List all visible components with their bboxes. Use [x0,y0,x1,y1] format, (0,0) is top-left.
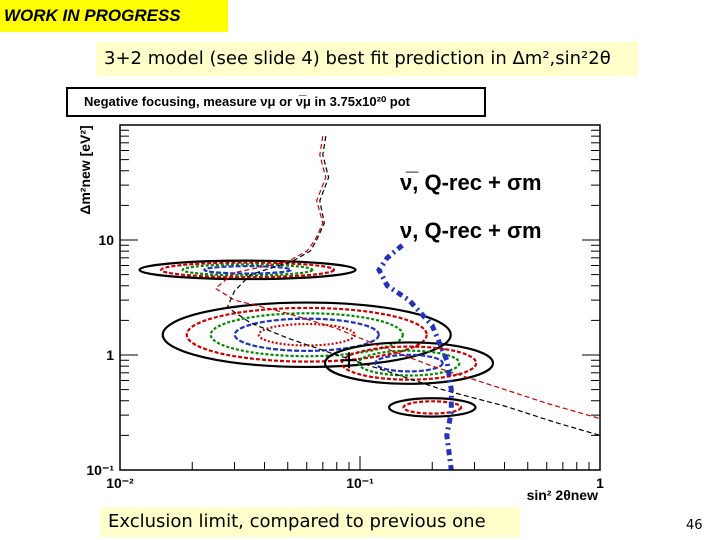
y-tick-label: 1 [106,347,114,363]
x-axis-label: sin² 2θnew [527,487,598,503]
fit-contour [203,265,292,275]
plot-frame [119,124,601,471]
slide-footer: Exclusion limit, compared to previous on… [100,507,520,537]
x-tick-label: 10⁻¹ [346,475,374,491]
fit-contour [374,353,444,373]
fit-contour [257,322,356,347]
legend-entry: ν, Q-rec + σm [400,218,542,243]
y-tick-label: 10⁻¹ [86,462,114,478]
legend-entry: ν̅, Q-rec + σm [400,170,542,195]
fit-contour [138,259,357,281]
fit-contour [161,301,452,369]
fit-contour [209,312,404,358]
page-number: 46 [686,518,703,533]
x-tick-label: 1 [596,475,604,491]
fit-contour [160,261,336,279]
fit-contour [402,400,463,415]
best-fit-marker [341,352,358,369]
fit-contour [340,345,478,381]
y-tick-label: 10 [98,232,114,248]
work-in-progress-badge: WORK IN PROGRESS [0,0,228,32]
fit-contour [181,263,314,277]
exclusion-curve [214,136,601,420]
y-axis-label: Δm²new [eV²] [77,125,93,214]
slide-subtitle: 3+2 model (see slide 4) best fit predict… [96,42,638,76]
blue-dashdot-curve [376,243,454,471]
exclusion-curve [226,136,601,436]
x-tick-label: 10⁻² [106,475,134,491]
fit-contour [185,306,428,363]
fit-contour [323,341,495,385]
fit-contour [357,349,461,377]
fit-contour [387,397,477,418]
plot-title: Negative focusing, measure νμ or ν̅μ in … [66,87,486,117]
